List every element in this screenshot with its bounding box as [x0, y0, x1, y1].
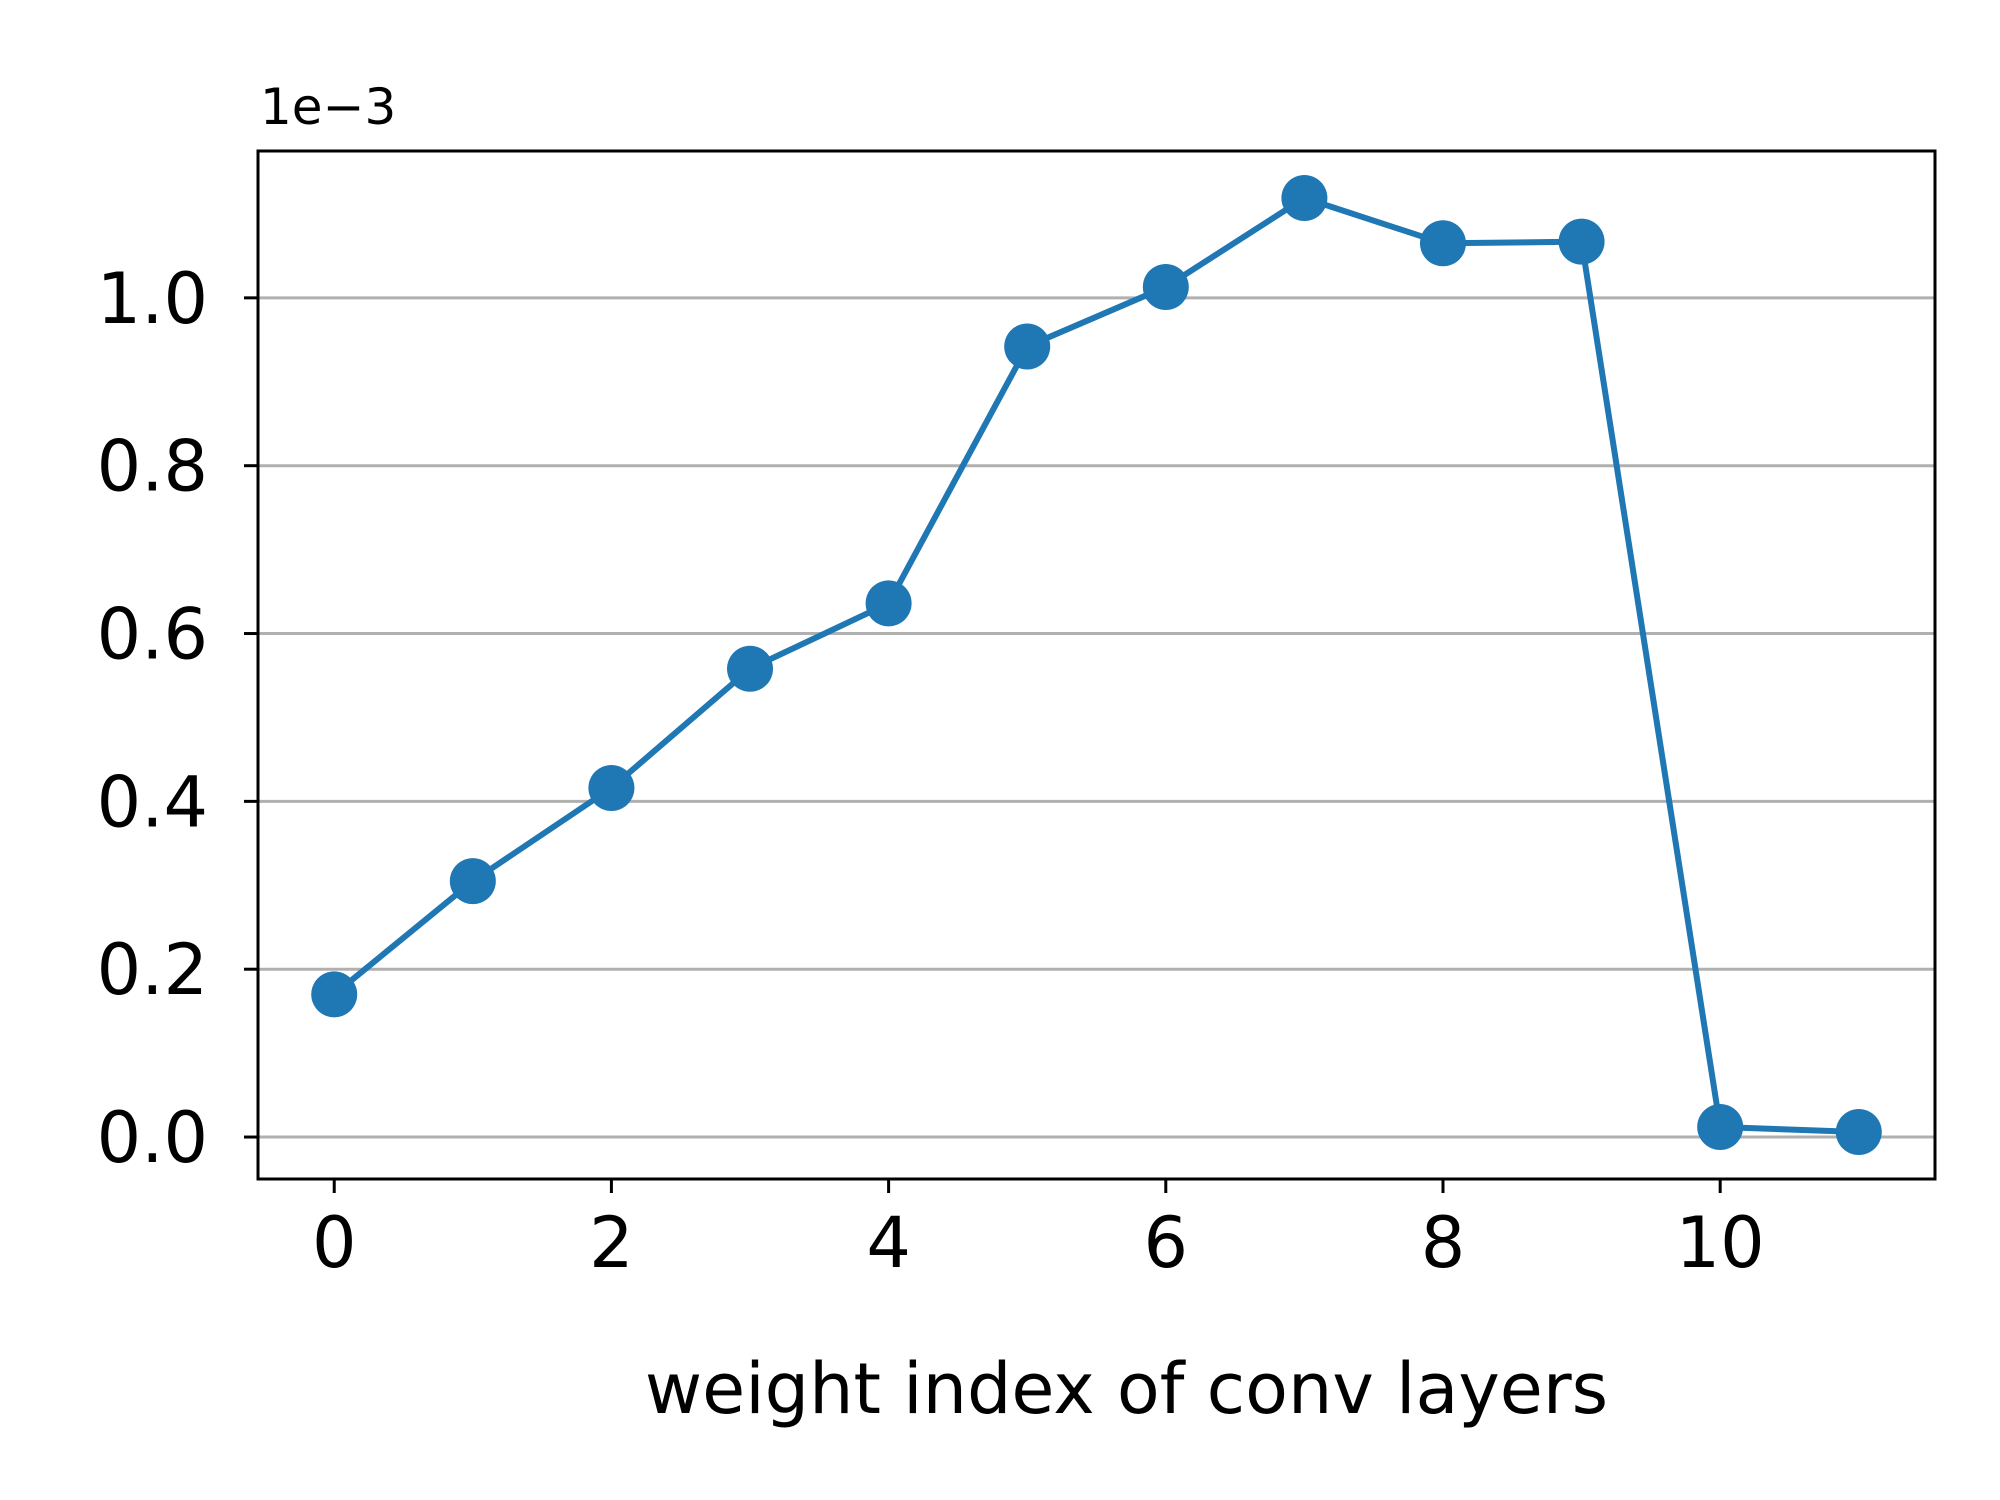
y-tick-label: 0.8 [97, 426, 208, 508]
data-point [1558, 218, 1605, 265]
y-tick-label: 0.0 [97, 1097, 208, 1179]
y-tick-label: 0.4 [97, 761, 208, 843]
data-point [588, 764, 635, 811]
x-tick-label: 10 [1676, 1202, 1765, 1284]
y-tick-label: 1.0 [97, 258, 208, 340]
data-point [1004, 323, 1051, 370]
data-point [311, 971, 358, 1018]
y-tick-label: 0.2 [97, 929, 208, 1011]
data-point [727, 645, 774, 692]
x-tick-label: 2 [589, 1202, 634, 1284]
x-tick-label: 0 [312, 1202, 357, 1284]
data-point [1835, 1109, 1882, 1156]
x-axis-label: weight index of conv layers [645, 1348, 1608, 1430]
x-tick-label: 6 [1144, 1202, 1189, 1284]
data-point [865, 580, 912, 627]
y-tick-label: 0.6 [97, 594, 208, 676]
data-point [1697, 1103, 1744, 1150]
data-point [1419, 220, 1466, 267]
data-point [449, 858, 496, 905]
y-axis-ticks: 0.0 0.2 0.4 0.6 0.8 1.0 [97, 258, 258, 1179]
y-axis-scale-label: 1e−3 [260, 78, 396, 136]
y-gridlines [258, 296, 1935, 1139]
x-tick-label: 4 [866, 1202, 911, 1284]
data-series [311, 174, 1882, 1156]
data-point [1142, 263, 1189, 310]
series-line [332, 194, 1859, 1136]
data-point [1281, 174, 1328, 221]
plot-area-frame [256, 149, 1937, 1181]
x-axis-ticks: 0 2 4 6 8 10 [312, 1179, 1765, 1284]
x-tick-label: 8 [1421, 1202, 1466, 1284]
